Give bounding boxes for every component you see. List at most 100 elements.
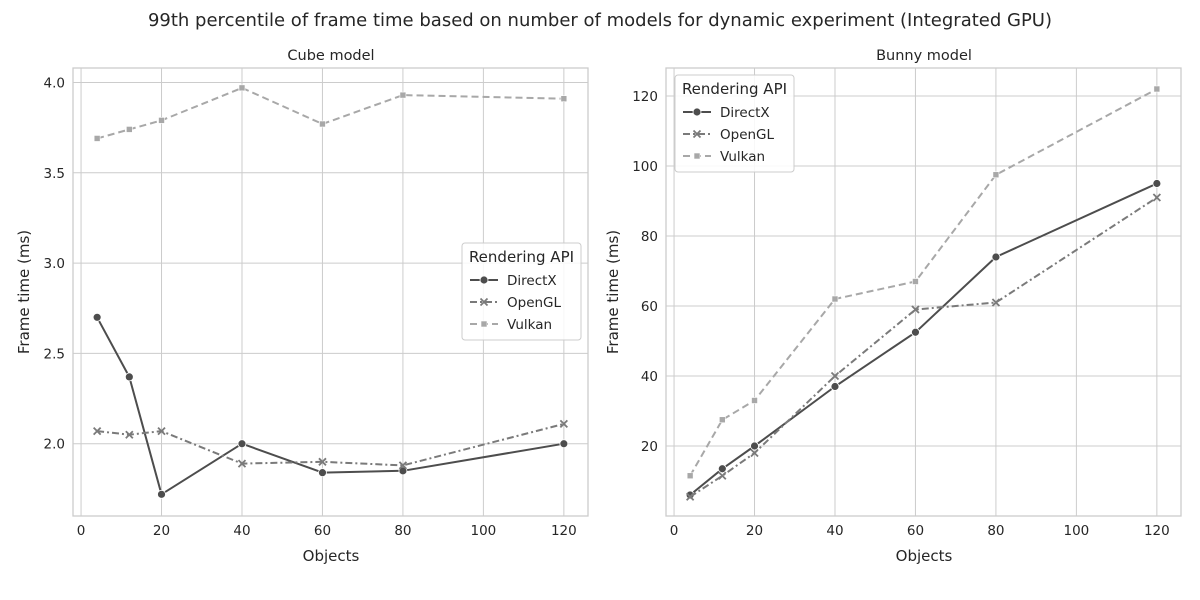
x-tick-label: 120 (1144, 523, 1170, 539)
data-point-directx (237, 439, 247, 449)
y-tick-label: 3.5 (44, 166, 65, 182)
data-point-opengl (93, 426, 102, 436)
legend-label-opengl: OpenGL (720, 127, 775, 143)
axes-frame (72, 67, 589, 517)
y-tick-label: 80 (641, 229, 658, 245)
series-line-opengl (689, 196, 1158, 498)
legend-label-directx: DirectX (507, 273, 557, 289)
x-axis-label: Objects (896, 547, 953, 565)
data-point-vulkan (319, 120, 326, 128)
data-point-vulkan (238, 84, 246, 92)
legend-label-vulkan: Vulkan (720, 149, 765, 165)
data-point-vulkan (126, 126, 133, 133)
legend-box (674, 74, 795, 173)
y-tick-label: 4.0 (44, 75, 65, 91)
data-point-directx (559, 439, 569, 449)
x-axis-label: Objects (303, 547, 360, 565)
legend: Rendering API DirectX OpenGL Vulkan (461, 242, 582, 341)
x-tick-label: 0 (77, 523, 86, 539)
data-point-directx (318, 468, 327, 478)
tick-labels: 0 20 40 60 80 100 120 2.0 2.5 3.0 3.5 4.0 (44, 75, 577, 539)
x-tick-label: 80 (394, 523, 411, 539)
x-tick-label: 40 (826, 523, 843, 539)
data-point-opengl (718, 471, 727, 480)
data-point-directx (92, 312, 102, 322)
y-axis-label: Frame time (ms) (15, 230, 33, 354)
data-point-vulkan (912, 278, 919, 285)
data-point-directx (911, 327, 920, 337)
data-point-vulkan (93, 135, 101, 142)
legend-marker-directx (692, 107, 702, 117)
data-point-directx (830, 382, 840, 391)
legend-label-vulkan: Vulkan (507, 317, 552, 333)
data-point-opengl (686, 492, 695, 501)
y-tick-label: 20 (641, 439, 658, 455)
data-point-vulkan (1153, 85, 1161, 93)
series-line-opengl (96, 422, 565, 467)
chart-panel-bunny: Bunny model 0 20 40 60 80 100 120 20 40 60 80 100 12… (604, 48, 1182, 565)
chart-panel-cube: Cube model 0 20 40 60 80 100 120 2.0 2.5 3.0 3.5 4.… (15, 48, 589, 565)
legend-marker-directx (479, 275, 489, 285)
x-tick-label: 60 (314, 523, 331, 539)
legend-label-directx: DirectX (720, 105, 770, 121)
x-tick-label: 20 (746, 523, 763, 539)
legend-marker-opengl (479, 297, 489, 307)
tick-labels: 0 20 40 60 80 100 120 20 40 60 80 100 120 (632, 89, 1170, 539)
data-point-opengl (911, 305, 920, 314)
x-tick-label: 80 (987, 523, 1004, 539)
panel-title: Bunny model (876, 48, 972, 64)
y-axis-label: Frame time (ms) (604, 230, 622, 354)
series-layer (685, 85, 1162, 501)
x-tick-label: 20 (153, 523, 170, 539)
panel-title: Cube model (287, 48, 374, 64)
y-tick-label: 2.5 (44, 346, 65, 362)
data-point-directx (1152, 179, 1162, 188)
data-point-directx (717, 464, 727, 474)
legend-title: Rendering API (682, 80, 787, 98)
legend-label-opengl: OpenGL (507, 295, 562, 311)
y-tick-label: 100 (632, 159, 658, 175)
data-point-opengl (318, 457, 327, 466)
legend-marker-opengl (692, 129, 702, 139)
data-point-vulkan (686, 472, 694, 480)
data-point-vulkan (158, 117, 165, 124)
x-tick-label: 120 (551, 523, 577, 539)
data-point-directx (398, 466, 408, 476)
legend-marker-vulkan (693, 152, 701, 160)
y-tick-label: 120 (632, 89, 658, 105)
data-point-directx (991, 252, 1001, 262)
series-layer (92, 84, 569, 499)
data-point-opengl (237, 459, 247, 468)
legend-marker-vulkan (480, 320, 488, 328)
x-tick-label: 0 (670, 523, 679, 539)
data-point-vulkan (831, 295, 839, 303)
data-point-opengl (398, 461, 408, 470)
data-point-vulkan (719, 416, 726, 424)
data-point-opengl (125, 430, 134, 439)
data-point-opengl (991, 298, 1001, 307)
legend: Rendering API DirectX OpenGL Vulkan (674, 74, 795, 173)
data-point-vulkan (560, 95, 568, 103)
data-point-opengl (157, 426, 166, 436)
x-tick-label: 60 (907, 523, 924, 539)
y-tick-label: 60 (641, 299, 658, 315)
legend-title: Rendering API (469, 248, 574, 266)
data-point-opengl (830, 371, 840, 381)
y-tick-label: 40 (641, 369, 658, 385)
x-tick-label: 100 (1064, 523, 1090, 539)
figure-suptitle: 99th percentile of frame time based on n… (148, 10, 1052, 31)
axes-frame (665, 67, 1182, 517)
grid-layer (666, 68, 1181, 516)
series-line-directx (96, 316, 565, 496)
data-point-directx (750, 441, 759, 451)
data-point-opengl (750, 448, 759, 458)
data-point-vulkan (399, 91, 407, 99)
data-point-directx (157, 489, 166, 499)
x-tick-label: 40 (233, 523, 250, 539)
series-line-vulkan (96, 86, 564, 140)
data-point-directx (124, 372, 134, 382)
data-point-vulkan (992, 171, 1000, 179)
y-tick-label: 2.0 (44, 437, 65, 453)
legend-box (461, 242, 582, 341)
